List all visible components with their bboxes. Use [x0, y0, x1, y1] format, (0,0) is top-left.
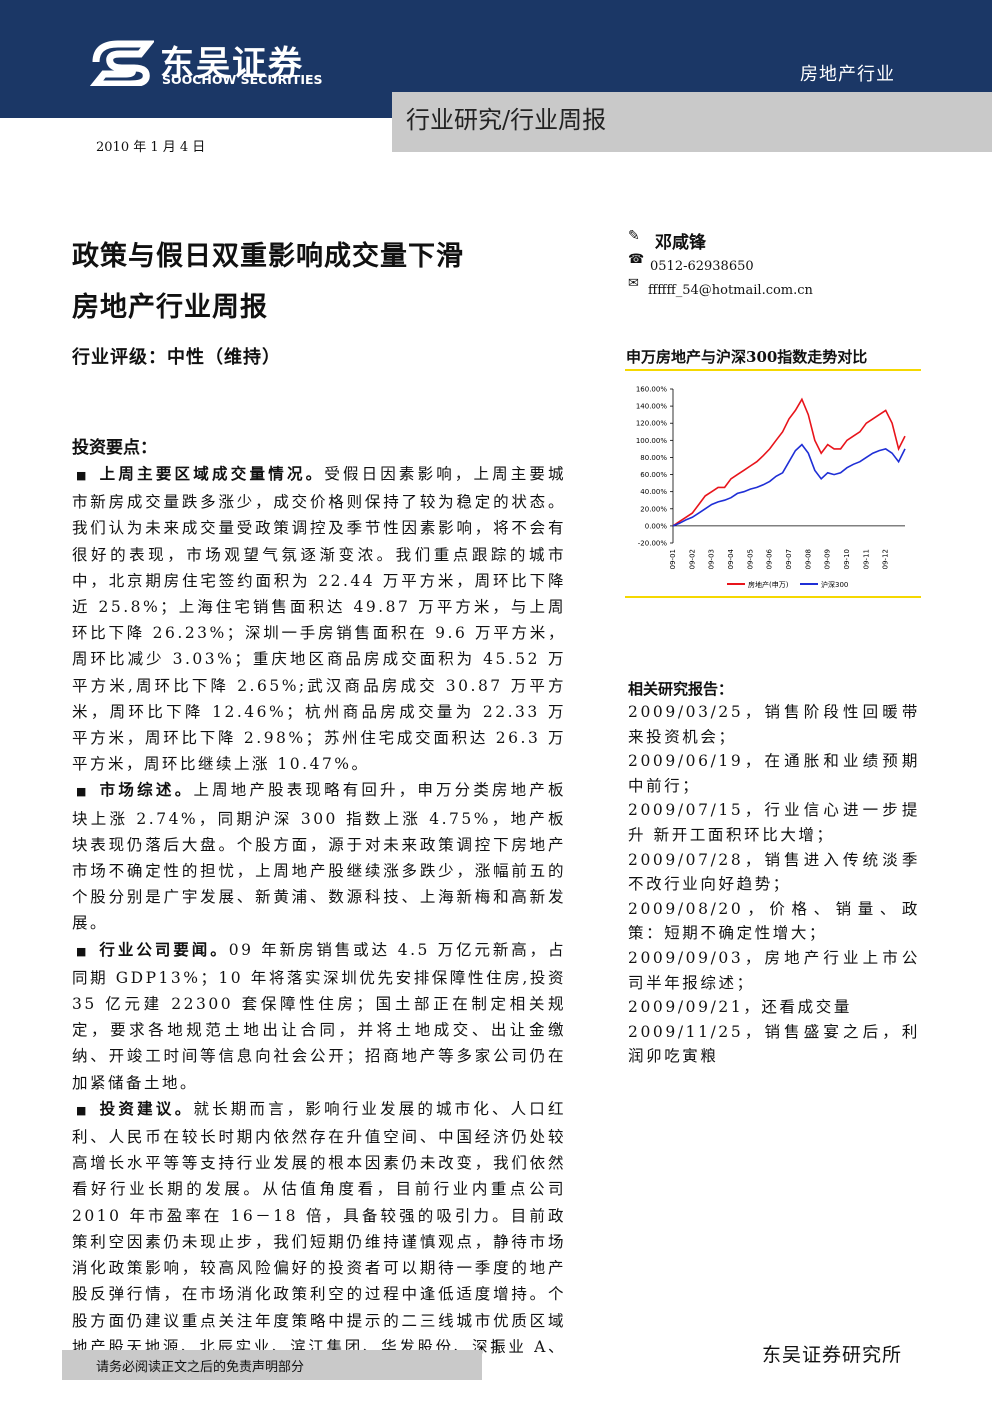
phone: 0512-62938650	[650, 259, 754, 274]
legend-label: 房地产(申万)	[748, 580, 789, 589]
series-line	[672, 443, 906, 527]
related-heading: 相关研究报告：	[628, 680, 734, 698]
section-heading: 上周主要区域成交量情况。	[99, 464, 325, 483]
related-item: 2009/11/25，销售盛宴之后，利润卯吃寅粮	[628, 1022, 920, 1066]
subtitle: 房地产行业周报	[72, 292, 268, 323]
section-body: 就长期而言，影响行业发展的城市化、人口红利、人民币在较长时期内依然存在升值空间、…	[72, 1099, 566, 1382]
footer-box	[62, 1350, 482, 1380]
page-number: 1	[492, 1338, 501, 1354]
bullet: ■	[76, 944, 90, 958]
y-tick-label: 100.00%	[636, 437, 667, 445]
section: ■ 投资建议。就长期而言，影响行业发展的城市化、人口红利、人民币在较长时期内依然存…	[72, 1096, 566, 1386]
logo-icon	[90, 40, 154, 86]
x-tick-label: 09-03	[708, 549, 716, 569]
x-tick-label: 09-05	[746, 549, 754, 569]
related-item: 2009/08/20，价格、销量、政策：短期不确定性增大；	[628, 899, 920, 943]
rating: 行业评级：中性（维持）	[72, 347, 281, 368]
title: 政策与假日双重影响成交量下滑	[72, 241, 464, 272]
banner-box	[392, 92, 992, 152]
phone-icon: ☎	[628, 252, 645, 267]
mail-icon: ✉	[628, 276, 639, 291]
bullet: ■	[76, 1103, 90, 1117]
y-tick-label: 0.00%	[645, 522, 668, 530]
x-tick-label: 09-08	[804, 549, 812, 569]
date: 2010 年 1 月 4 日	[96, 140, 206, 155]
key-points-heading: 投资要点：	[72, 438, 157, 458]
section-body: 上周地产股表现略有回升，申万分类房地产板块上涨 2.74%，同期沪深 300 指…	[72, 781, 566, 933]
x-tick-label: 09-12	[882, 549, 890, 569]
header-band	[0, 0, 992, 92]
y-tick-label: 120.00%	[636, 420, 667, 428]
author-name: 邓咸锋	[655, 233, 706, 253]
related-item: 2009/09/21，还看成交量	[628, 998, 852, 1017]
related-item: 2009/09/03，房地产行业上市公司半年报综述；	[628, 948, 920, 992]
email: ffffff_54@hotmail.com.cn	[648, 283, 813, 298]
y-tick-label: 80.00%	[640, 454, 667, 462]
x-tick-label: 09-10	[843, 549, 851, 569]
related-item: 2009/07/28，销售进入传统淡季不改行业向好趋势；	[628, 850, 920, 894]
y-tick-label: 140.00%	[636, 403, 667, 411]
key-points: ■ 上周主要区域成交量情况。受假日因素影响，上周主要城市新房成交量跌多涨少，成交价…	[72, 461, 566, 1386]
section-body: 09 年新房销售或达 4.5 万亿元新高，占同期 GDP13%；10 年将落实深…	[72, 940, 566, 1092]
chart: -20.00% 0.00% 20.00% 40.00% 60.00% 80.00% 100.…	[636, 386, 906, 589]
industry: 房地产行业	[800, 64, 895, 85]
x-tick-label: 09-11	[862, 549, 870, 569]
x-tick-label: 09-02	[688, 549, 696, 569]
y-tick-label: 60.00%	[640, 471, 667, 479]
section: ■ 上周主要区域成交量情况。受假日因素影响，上周主要城市新房成交量跌多涨少，成交价…	[72, 461, 566, 777]
section: ■ 市场综述。上周地产股表现略有回升，申万分类房地产板块上涨 2.74%，同期沪深…	[72, 777, 566, 936]
related-item: 2009/07/15，行业信心进一步提升 新开工面积环比大增；	[628, 801, 920, 844]
section-heading: 行业公司要闻。	[99, 939, 229, 959]
series-line	[672, 397, 906, 527]
legend-label: 沪深300	[821, 580, 848, 589]
chart-rule-bottom	[625, 596, 921, 598]
institute: 东吴证券研究所	[762, 1344, 903, 1366]
section-heading: 投资建议。	[99, 1098, 194, 1118]
chart-rule-top	[625, 369, 921, 371]
y-tick-label: -20.00%	[638, 540, 668, 548]
x-tick-label: 09-09	[824, 549, 832, 569]
bullet: ■	[76, 469, 90, 482]
banner: 行业研究/行业周报	[406, 106, 607, 134]
y-tick-label: 40.00%	[640, 488, 667, 496]
bullet: ■	[76, 785, 90, 799]
related-item: 2009/06/19，在通胀和业绩预期中前行；	[628, 752, 920, 795]
x-tick-label: 09-06	[766, 548, 774, 569]
section-heading: 市场综述。	[99, 780, 194, 800]
pen-icon: ✎	[628, 228, 640, 244]
x-tick-label: 09-01	[669, 549, 677, 569]
x-tick-label: 09-07	[785, 549, 793, 569]
y-tick-label: 20.00%	[640, 505, 667, 513]
related-item: 2009/03/25，销售阶段性回暖带来投资机会；	[628, 703, 920, 746]
y-tick-label: 160.00%	[636, 386, 667, 394]
chart-title: 申万房地产与沪深300指数走势对比	[626, 348, 868, 366]
company: 东吴证券	[160, 44, 304, 84]
section: ■ 行业公司要闻。09 年新房销售或达 4.5 万亿元新高，占同期 GDP13%；…	[72, 937, 566, 1096]
section-body: 受假日因素影响，上周主要城市新房成交量跌多涨少，成交价格则保持了较为稳定的状态。…	[72, 465, 566, 774]
related-list: 2009/03/25，销售阶段性回暖带来投资机会； 2009/06/19，在通胀和…	[628, 700, 920, 1069]
disclaimer: 请务必阅读正文之后的免责声明部分	[96, 1360, 305, 1375]
company-en: SOOCHOW SECURITIES	[162, 72, 323, 87]
header-band-left	[0, 92, 392, 118]
x-tick-label: 09-04	[727, 548, 735, 569]
